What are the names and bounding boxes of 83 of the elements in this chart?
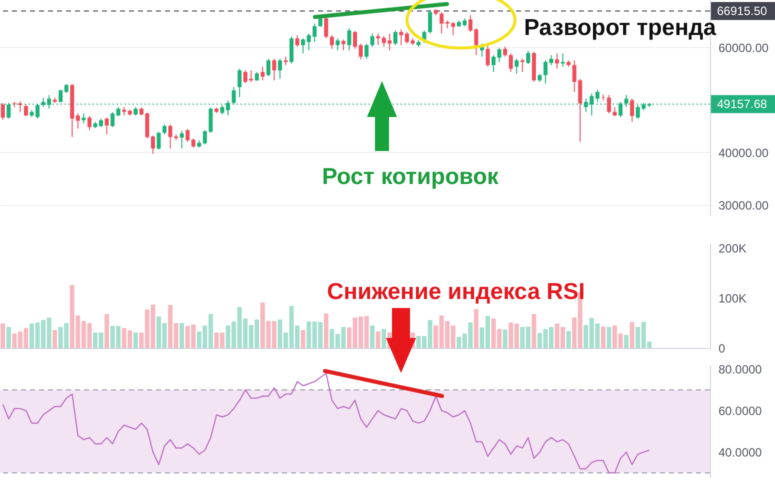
candlestick (24, 104, 28, 117)
bar (0, 324, 6, 348)
candlestick (295, 34, 300, 48)
candlestick (364, 43, 369, 60)
candlestick (150, 134, 155, 154)
candlestick (347, 28, 352, 51)
candlestick (278, 58, 282, 80)
candlestick (370, 33, 374, 48)
bar (532, 314, 536, 348)
candlestick (606, 94, 611, 114)
candlestick (393, 30, 398, 46)
candlestick (440, 12, 444, 34)
bar (6, 327, 11, 348)
candlestick (514, 58, 519, 74)
bar (133, 332, 138, 348)
candlestick (290, 36, 294, 64)
bar (502, 330, 508, 348)
y-tick-label: 100K (718, 292, 747, 306)
ref-line-label: 66915.50 (717, 4, 768, 18)
candlestick (180, 130, 184, 150)
candlestick (526, 50, 530, 65)
bar (52, 330, 58, 348)
bar (104, 314, 110, 348)
candlestick (162, 124, 167, 135)
candlestick (0, 102, 5, 120)
candlestick (353, 30, 357, 50)
candlestick (260, 66, 265, 81)
bar (376, 332, 380, 348)
y-tick-label: 30000.00 (718, 198, 769, 212)
candlestick (376, 33, 380, 46)
annotation: Разворот тренда (524, 14, 716, 40)
candlestick (238, 68, 242, 98)
candlestick (156, 131, 161, 150)
candlestick (341, 38, 346, 51)
candlestick (336, 38, 340, 51)
y-tick-label: 0 (718, 342, 726, 356)
y-tick-label: 40000.00 (718, 146, 769, 160)
candlestick (358, 43, 363, 60)
annotation: Рост котировок (322, 163, 500, 189)
candlestick (497, 47, 502, 62)
candlestick (87, 116, 92, 131)
candlestick (486, 43, 490, 68)
candlestick (601, 94, 606, 101)
candlestick (543, 60, 548, 84)
y-tick-label: 40.0000 (718, 445, 762, 460)
candlestick (520, 58, 524, 72)
bar (474, 309, 478, 348)
bar (324, 314, 328, 348)
bar (630, 322, 634, 348)
candlestick (428, 9, 432, 34)
y-tick-label: 80.0000 (718, 362, 762, 376)
bar (180, 323, 184, 348)
candlestick (104, 117, 109, 135)
y-tick-label: 60000.00 (718, 40, 769, 55)
candlestick (560, 53, 565, 68)
candlestick (555, 53, 560, 70)
bar (624, 335, 629, 348)
bar (300, 330, 306, 348)
candlestick (110, 112, 115, 128)
bar (600, 326, 606, 348)
candlestick (76, 112, 80, 130)
candlestick (272, 58, 276, 81)
candlestick (330, 34, 334, 50)
annotation: Снижение индекса RSI (327, 278, 585, 304)
line-series (2, 372, 650, 474)
candlestick (508, 53, 513, 72)
ref-line-label: 49157.68 (717, 97, 768, 112)
candlestick (492, 54, 496, 72)
bar (606, 327, 612, 348)
candlestick (399, 28, 404, 46)
candlestick (324, 16, 328, 39)
bar (382, 329, 386, 348)
candlestick (549, 54, 554, 66)
bar (370, 326, 375, 348)
candlestick (503, 46, 508, 58)
y-tick-label: 200K (718, 242, 747, 256)
candlestick (186, 128, 190, 142)
y-tick-label: 60.0000 (718, 404, 762, 418)
candlestick (630, 98, 634, 122)
candlestick (266, 58, 270, 77)
candlestick (301, 38, 306, 54)
bar (566, 331, 571, 348)
candlestick (82, 112, 86, 124)
